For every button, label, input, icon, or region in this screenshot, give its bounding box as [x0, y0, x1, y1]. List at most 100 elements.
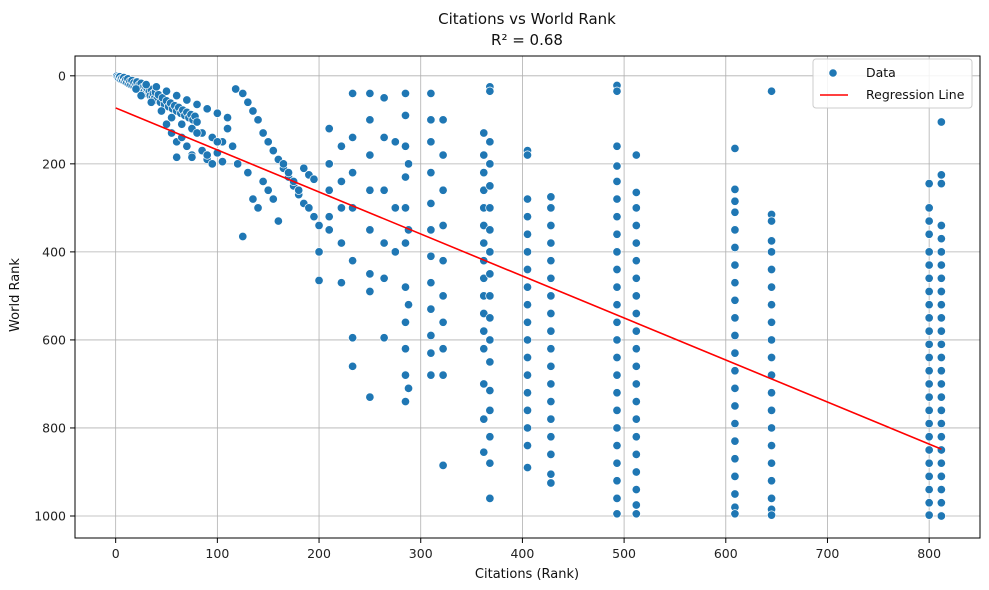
- data-point: [546, 326, 556, 336]
- data-point: [485, 225, 495, 235]
- data-point: [426, 330, 436, 341]
- data-point: [182, 95, 192, 105]
- data-point: [400, 370, 411, 380]
- data-point: [238, 231, 248, 242]
- data-point: [936, 234, 946, 244]
- data-point: [631, 449, 641, 459]
- data-point: [479, 238, 489, 248]
- data-point: [936, 179, 946, 189]
- data-point: [314, 247, 324, 257]
- data-point: [612, 176, 622, 187]
- data-point: [243, 168, 253, 178]
- data-point: [766, 282, 777, 292]
- data-point: [612, 282, 622, 292]
- data-point: [924, 445, 934, 455]
- data-point: [268, 194, 278, 204]
- data-point: [546, 291, 556, 301]
- data-point: [631, 344, 641, 354]
- data-point: [479, 308, 489, 319]
- data-point: [936, 300, 946, 310]
- data-point: [766, 493, 777, 503]
- data-point: [192, 99, 202, 109]
- data-point: [403, 300, 414, 310]
- x-tick-label: 700: [816, 546, 840, 561]
- data-point: [336, 203, 346, 213]
- data-point: [348, 168, 358, 178]
- data-point: [631, 203, 641, 213]
- data-point: [612, 161, 622, 171]
- data-point: [612, 370, 622, 380]
- data-point: [631, 485, 641, 495]
- data-point: [309, 174, 319, 184]
- data-point: [924, 273, 934, 283]
- data-point: [365, 392, 375, 402]
- data-point: [485, 357, 495, 367]
- data-point: [924, 498, 934, 508]
- x-tick-label: 100: [205, 546, 229, 561]
- data-point: [936, 392, 946, 402]
- data-point: [479, 273, 489, 283]
- data-point: [522, 300, 533, 310]
- data-point: [426, 115, 436, 125]
- data-point: [141, 80, 151, 90]
- data-point: [936, 247, 946, 257]
- data-point: [631, 396, 641, 407]
- data-point: [365, 150, 375, 160]
- data-point: [426, 137, 436, 147]
- data-point: [304, 203, 314, 213]
- legend-box: [812, 58, 973, 109]
- data-point: [167, 113, 177, 123]
- data-point: [546, 256, 556, 266]
- data-point: [192, 117, 202, 127]
- data-point: [365, 286, 375, 297]
- data-point: [182, 141, 192, 151]
- data-point: [131, 84, 141, 94]
- data-point: [546, 273, 556, 283]
- data-point: [485, 137, 495, 147]
- data-point: [730, 207, 740, 217]
- data-point: [766, 86, 777, 96]
- data-point: [485, 159, 495, 169]
- data-point: [156, 106, 166, 116]
- data-point: [192, 128, 202, 138]
- data-point: [546, 469, 556, 479]
- data-point: [485, 86, 495, 96]
- data-point: [631, 273, 641, 283]
- data-point: [263, 137, 273, 147]
- data-point: [766, 441, 777, 451]
- data-point: [243, 97, 253, 107]
- data-point: [631, 238, 641, 248]
- data-point: [936, 405, 946, 415]
- data-point: [485, 335, 495, 345]
- data-point: [324, 185, 334, 195]
- data-point: [379, 273, 389, 283]
- data-point: [522, 352, 533, 363]
- y-tick-label: 600: [42, 332, 66, 347]
- data-point: [400, 172, 411, 182]
- data-point: [936, 286, 946, 297]
- data-point: [924, 366, 934, 376]
- data-point: [612, 493, 622, 503]
- data-point: [612, 405, 622, 415]
- data-point: [924, 471, 934, 481]
- data-point: [924, 286, 934, 297]
- data-point: [522, 229, 533, 239]
- data-point: [400, 344, 411, 354]
- data-point: [631, 150, 641, 160]
- data-point: [248, 194, 258, 204]
- data-point: [479, 128, 489, 138]
- data-point: [924, 260, 934, 270]
- data-point: [924, 458, 934, 468]
- data-point: [438, 460, 448, 470]
- data-point: [400, 317, 411, 327]
- data-point: [426, 225, 436, 235]
- data-point: [522, 335, 533, 345]
- data-point: [522, 370, 533, 380]
- data-point: [631, 256, 641, 266]
- data-point: [390, 137, 400, 147]
- data-point: [612, 441, 622, 451]
- data-point: [612, 212, 622, 222]
- data-point: [336, 278, 346, 288]
- data-point: [936, 366, 946, 376]
- data-point: [631, 467, 641, 477]
